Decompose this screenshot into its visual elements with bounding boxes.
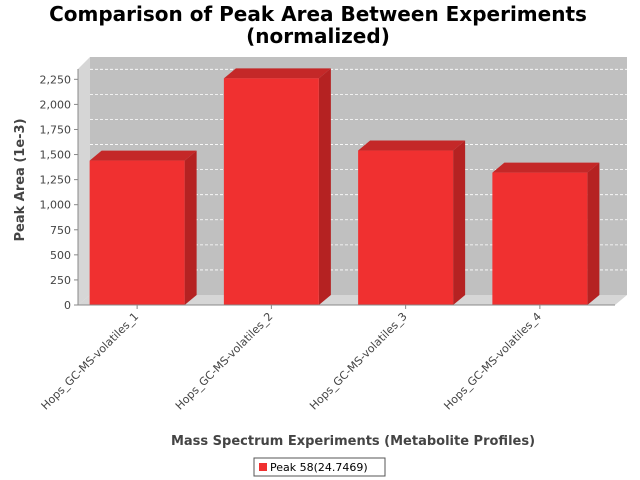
x-tick-label: Hops_GC-MS-volatiles_1 — [39, 310, 142, 413]
bar — [492, 162, 600, 305]
bar-side — [453, 140, 466, 305]
bar-side — [184, 150, 197, 305]
bar-side — [587, 162, 600, 305]
y-tick-label: 250 — [50, 274, 71, 287]
bar-top — [223, 68, 331, 79]
chart-title: Comparison of Peak Area Between Experime… — [49, 2, 587, 26]
legend-swatch — [259, 463, 267, 471]
bar-top — [492, 162, 600, 173]
x-tick-label: Hops_GC-MS-volatiles_4 — [441, 310, 544, 413]
plot-floor — [78, 295, 627, 305]
bar-top — [358, 140, 466, 151]
x-axis-label: Mass Spectrum Experiments (Metabolite Pr… — [171, 434, 535, 449]
bar-top — [89, 150, 197, 161]
x-tick-label: Hops_GC-MS-volatiles_2 — [173, 310, 276, 413]
x-axis-ticks: Hops_GC-MS-volatiles_1 Hops_GC-MS-volatil… — [39, 305, 544, 412]
y-tick-label: 1,500 — [40, 149, 72, 162]
x-tick-label: Hops_GC-MS-volatiles_3 — [307, 310, 410, 413]
bar-front — [89, 160, 185, 305]
legend: Peak 58(24.7469) — [253, 457, 386, 477]
bar-side — [318, 68, 331, 306]
y-axis-label: Peak Area (1e-3) — [13, 118, 28, 241]
bar — [89, 150, 197, 305]
y-tick-label: 0 — [64, 299, 71, 312]
plot-side-wall — [78, 57, 90, 305]
y-tick-label: 2,250 — [40, 73, 72, 86]
y-tick-label: 1,750 — [40, 123, 72, 136]
bar — [358, 140, 466, 305]
y-tick-label: 1,250 — [40, 174, 72, 187]
y-tick-label: 500 — [50, 249, 71, 262]
legend-entry: Peak 58(24.7469) — [270, 461, 368, 474]
bars — [89, 68, 600, 306]
legend-box — [253, 457, 386, 477]
y-tick-label: 1,000 — [40, 199, 72, 212]
bar-front — [358, 150, 454, 305]
chart-subtitle: (normalized) — [246, 24, 390, 48]
bar-front — [492, 172, 588, 305]
y-axis-ticks: 0 250 500 750 1,000 1,250 1,500 1,750 2,000 2,250 — [40, 73, 78, 312]
plot-area — [78, 57, 627, 306]
y-tick-label: 2,000 — [40, 98, 72, 111]
bar-front — [223, 78, 319, 306]
y-tick-label: 750 — [50, 224, 71, 237]
bar — [223, 68, 331, 306]
